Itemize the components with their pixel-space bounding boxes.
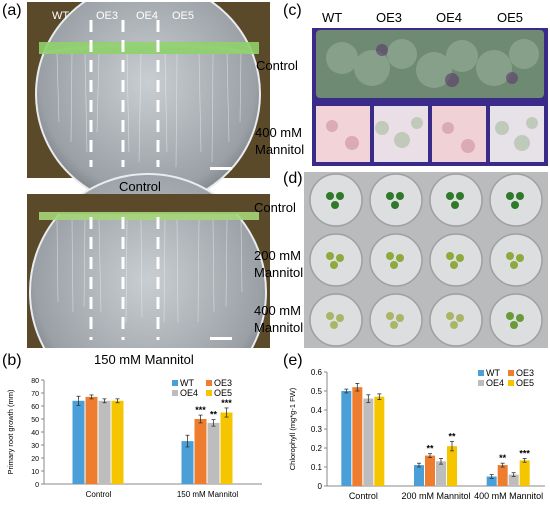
y-tick-label: 0	[35, 482, 39, 489]
legend-label-wt: WT	[180, 378, 194, 388]
legend-label-wt: WT	[486, 368, 500, 378]
legend-label-oe3: OE3	[214, 378, 232, 388]
significance-label: **	[426, 444, 434, 454]
y-tick-label: 40	[31, 430, 39, 437]
panel-c-photo	[312, 28, 548, 166]
y-axis-label: Primary root growth (mm)	[6, 389, 15, 475]
y-axis-label: Chlorophyll (mg*g-1 FW)	[288, 387, 297, 470]
bar-oe5	[111, 400, 124, 484]
bar-oe4	[508, 474, 519, 486]
y-tick-label: 0.5	[311, 387, 323, 396]
d-row-control: Control	[254, 200, 296, 215]
y-tick-label: 20	[31, 456, 39, 463]
d-row-200-2: Mannitol	[254, 265, 304, 280]
significance-label: ***	[519, 448, 530, 458]
bar-oe3	[425, 455, 435, 486]
bar-wt	[72, 400, 85, 484]
chart-b: 0 10 20 30 40 50 60 70 80 Primary root growth (mm…	[6, 378, 262, 499]
significance-label: **	[448, 431, 456, 441]
bar-oe5	[447, 446, 457, 486]
bar-oe5	[220, 412, 233, 484]
legend-swatch-oe5	[508, 380, 514, 386]
bar-oe5	[519, 460, 530, 486]
significance-label: ***	[195, 405, 206, 415]
bar-wt	[414, 465, 424, 486]
bar-oe5	[374, 396, 385, 486]
a-label-wt: WT	[52, 10, 70, 22]
d-row-200-1: 200 mM	[254, 248, 301, 263]
y-tick-label: 60	[31, 404, 39, 411]
y-tick-label: 0.1	[311, 463, 323, 472]
y-tick-label: 0.4	[311, 406, 323, 415]
c-row-control: Control	[256, 58, 298, 73]
bar-oe3	[352, 387, 363, 486]
legend-label-oe4: OE4	[180, 388, 198, 398]
legend-label-oe5: OE5	[214, 388, 232, 398]
legend-swatch-wt	[172, 380, 178, 386]
panel-d-letter: (d)	[283, 170, 303, 187]
legend-swatch-oe4	[172, 390, 178, 396]
panel-a-photos	[27, 2, 270, 348]
bar-oe4	[98, 400, 111, 484]
panel-d-photo	[304, 172, 548, 348]
legend-swatch-oe4	[478, 380, 484, 386]
bar-oe4	[436, 461, 446, 486]
c-label-oe5: OE5	[497, 10, 524, 25]
a-label-oe4: OE4	[136, 10, 159, 22]
x-category-label: Control	[86, 490, 112, 499]
x-category-label: Control	[349, 491, 378, 501]
x-category-label: 400 mM Mannitol	[474, 491, 543, 501]
legend-label-oe3: OE3	[516, 368, 534, 378]
panel-e-letter: (e)	[283, 352, 303, 369]
bar-oe3	[85, 396, 98, 484]
legend-label-oe5: OE5	[516, 378, 534, 388]
significance-label: ***	[221, 398, 232, 408]
bar-oe3	[194, 419, 207, 484]
y-tick-label: 70	[31, 391, 39, 398]
bar-oe3	[497, 465, 508, 486]
c-label-oe4: OE4	[436, 10, 463, 25]
panel-c-letter: (c)	[283, 2, 302, 19]
y-tick-label: 10	[31, 469, 39, 476]
y-tick-label: 0.3	[311, 425, 323, 434]
legend-label-oe4: OE4	[486, 378, 504, 388]
legend-swatch-oe3	[508, 370, 514, 376]
legend-swatch-oe5	[206, 390, 212, 396]
bar-oe4	[207, 422, 220, 484]
significance-label: **	[210, 410, 218, 420]
a-label-oe5: OE5	[172, 10, 195, 22]
chart-e: 0 0.1 0.2 0.3 0.4 0.5 0.6 Chlorophyll (mg*g-1 F…	[288, 368, 545, 501]
y-tick-label: 30	[31, 443, 39, 450]
bar-wt	[341, 391, 352, 486]
a-caption-control: Control	[119, 179, 161, 194]
legend-swatch-wt	[478, 370, 484, 376]
significance-label: **	[499, 453, 507, 463]
y-tick-label: 0.6	[311, 368, 323, 377]
c-row-mannitol-2: Mannitol	[255, 142, 305, 157]
d-row-400-2: Mannitol	[254, 320, 304, 335]
bar-wt	[486, 476, 497, 486]
c-label-wt: WT	[322, 10, 343, 25]
legend-swatch-oe3	[206, 380, 212, 386]
bar-oe4	[363, 398, 374, 486]
panel-b-letter: (b)	[2, 352, 22, 369]
c-label-oe3: OE3	[376, 10, 403, 25]
y-tick-label: 0.2	[311, 444, 323, 453]
d-row-400-1: 400 mM	[254, 303, 301, 318]
y-tick-label: 80	[31, 378, 39, 385]
x-category-label: 150 mM Mannitol	[177, 490, 239, 499]
panel-a-letter: (a)	[2, 2, 22, 19]
x-category-label: 200 mM Mannitol	[401, 491, 470, 501]
bar-wt	[181, 441, 194, 484]
a-caption-mannitol: 150 mM Mannitol	[94, 352, 194, 367]
y-tick-label: 0	[318, 482, 323, 491]
a-label-oe3: OE3	[96, 10, 119, 22]
c-row-mannitol-1: 400 mM	[255, 125, 302, 140]
y-tick-label: 50	[31, 417, 39, 424]
